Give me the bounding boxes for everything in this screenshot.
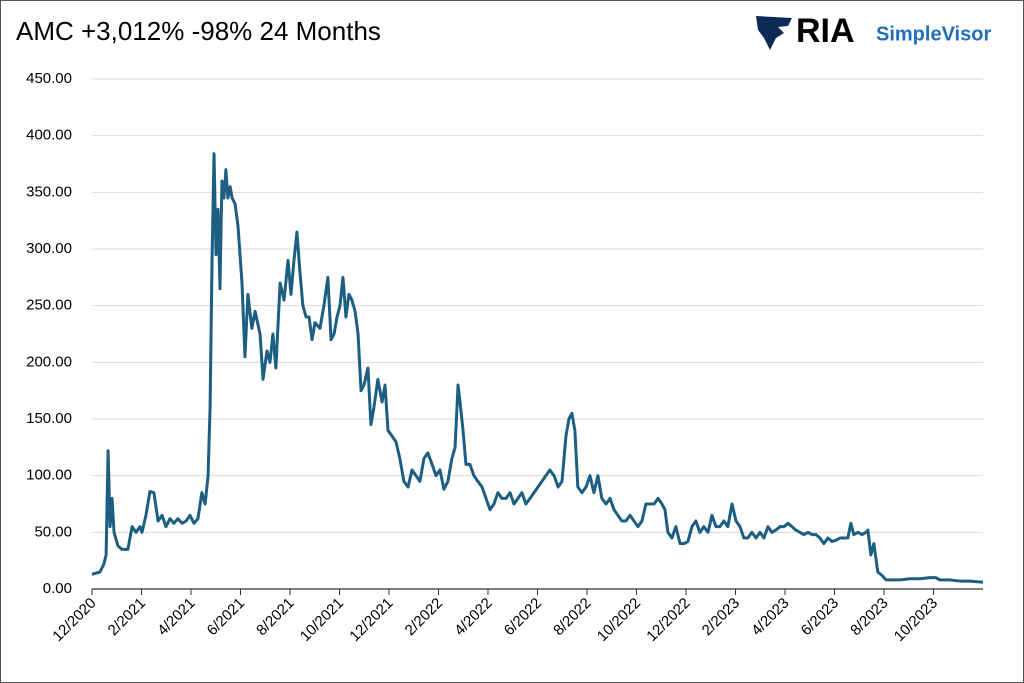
y-tick-label: 350.00 (26, 183, 72, 200)
y-tick-label: 200.00 (26, 353, 72, 370)
y-tick-label: 400.00 (26, 127, 72, 144)
y-tick-label: 100.00 (26, 467, 72, 484)
logo-eagle (756, 16, 792, 50)
line-series (91, 152, 984, 584)
y-tick-label: 250.00 (26, 297, 72, 314)
y-tick-label: 450.00 (26, 70, 72, 87)
y-tick-label: 0.00 (43, 580, 72, 597)
logo: RIA SimpleVisor (756, 12, 991, 50)
y-tick-label: 300.00 (26, 240, 72, 257)
logo-brand: RIA (796, 12, 855, 50)
logo-brand-sub: SimpleVisor (876, 23, 991, 45)
y-tick-label: 150.00 (26, 410, 72, 427)
chart-title: AMC +3,012% -98% 24 Months (16, 16, 381, 46)
y-tick-label: 50.00 (34, 523, 72, 540)
